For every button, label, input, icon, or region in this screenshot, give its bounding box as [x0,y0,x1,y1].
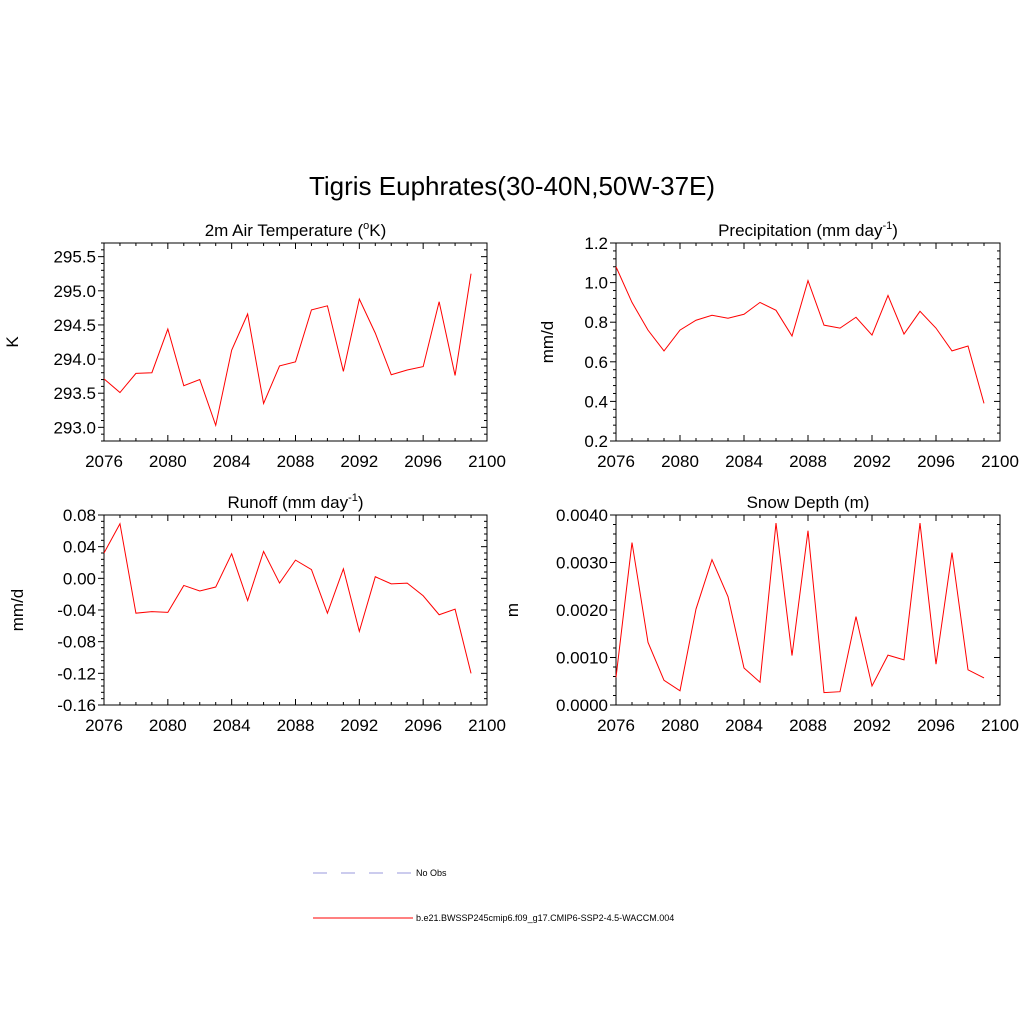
panel-title-main: Precipitation (mm day [718,221,883,240]
series-line [103,273,472,428]
y-tick-label: 1.2 [584,234,608,253]
y-tick-label: 293.0 [53,418,96,437]
x-tick-label: 2084 [725,452,763,471]
y-tick-label: 295.5 [53,248,96,267]
x-tick-label: 2092 [340,716,378,735]
panel-title-end: K) [369,221,386,240]
y-tick-label: 294.0 [53,350,96,369]
legend-label-no-obs: No Obs [416,868,447,878]
panel-precipitation: 2076 2080 2084 2088 2092 2096 2100 0.2 0.4 0.6 0.8… [538,220,1019,471]
panel-title-superscript: -1 [348,492,358,504]
y-tick-label: 0.0030 [556,554,608,573]
panel-title-main: Runoff (mm day [227,493,348,512]
y-tick-label: 294.5 [53,316,96,335]
panel-title-superscript: o [363,220,369,232]
series-line [615,266,985,404]
x-tick-label: 2096 [917,716,955,735]
y-tick-label: 0.8 [584,313,608,332]
x-tick-label: 2100 [981,452,1019,471]
x-tick-label: 2076 [597,452,635,471]
y-tick-label: 0.08 [63,506,96,525]
x-tick-label: 2080 [661,716,699,735]
y-axis-label: mm/d [8,589,27,632]
panel-title-superscript: -1 [882,220,892,232]
x-tick-label: 2096 [404,452,442,471]
y-tick-label: 0.4 [584,392,608,411]
y-tick-label: 1.0 [584,274,608,293]
plot-frame [615,514,1001,706]
legend-label-model: b.e21.BWSSP245cmip6.f09_g17.CMIP6-SSP2-4… [416,913,674,923]
plot-frame [103,514,488,706]
panel-title-main: 2m Air Temperature ( [205,221,364,240]
x-tick-label: 2088 [277,452,315,471]
x-tick-label: 2084 [213,716,251,735]
x-tick-label: 2084 [213,452,251,471]
x-tick-label: 2084 [725,716,763,735]
panel-title-end: ) [358,493,364,512]
x-tick-label: 2096 [917,452,955,471]
x-tick-label: 2080 [661,452,699,471]
x-tick-label: 2092 [853,716,891,735]
x-tick-label: 2080 [149,452,187,471]
x-tick-label: 2080 [149,716,187,735]
x-tick-label: 2088 [789,452,827,471]
x-tick-label: 2100 [468,452,506,471]
y-tick-label: 0.0020 [556,601,608,620]
y-tick-label: 293.5 [53,384,96,403]
y-axis-label: K [3,336,22,348]
y-tick-label: 0.00 [63,569,96,588]
y-axis-label: m [503,603,522,617]
panel-title-main: Snow Depth (m) [747,493,870,512]
y-tick-label: -0.04 [57,601,96,620]
y-tick-label: 0.2 [584,432,608,451]
x-tick-label: 2088 [277,716,315,735]
panel-title-end: ) [892,221,898,240]
y-tick-label: -0.16 [57,696,96,715]
y-tick-label: 0.0040 [556,506,608,525]
plot-frame [615,242,1001,442]
x-tick-label: 2076 [597,716,635,735]
y-tick-label: 0.0000 [556,696,608,715]
y-tick-label: 0.6 [584,353,608,372]
panel-air-temperature: 2076 2080 2084 2088 2092 2096 2100 293.0 293.5 29… [3,220,506,471]
x-tick-label: 2100 [981,716,1019,735]
series-line [103,522,472,674]
panel-runoff: 2076 2080 2084 2088 2092 2096 2100 -0.16 -0.12 -0… [8,492,506,735]
y-tick-label: 0.0010 [556,649,608,668]
y-tick-label: -0.08 [57,633,96,652]
x-tick-label: 2088 [789,716,827,735]
panel-title: 2m Air Temperature (oK) [205,220,387,240]
figure-title: Tigris Euphrates(30-40N,50W-37E) [309,171,715,201]
x-tick-label: 2100 [468,716,506,735]
panel-title: Snow Depth (m) [747,493,870,512]
panel-title: Runoff (mm day-1) [227,492,363,512]
x-tick-label: 2076 [85,716,123,735]
x-tick-label: 2096 [404,716,442,735]
y-tick-label: -0.12 [57,664,96,683]
legend: No Obs b.e21.BWSSP245cmip6.f09_g17.CMIP6… [313,868,674,923]
y-tick-label: 295.0 [53,282,96,301]
y-tick-label: 0.04 [63,538,96,557]
x-tick-label: 2092 [340,452,378,471]
x-tick-label: 2092 [853,452,891,471]
panel-title: Precipitation (mm day-1) [718,220,898,240]
panel-snow-depth: 2076 2080 2084 2088 2092 2096 2100 0.0000 0.0010… [503,493,1019,735]
y-axis-label: mm/d [538,321,557,364]
x-tick-label: 2076 [85,452,123,471]
series-line [615,523,985,694]
